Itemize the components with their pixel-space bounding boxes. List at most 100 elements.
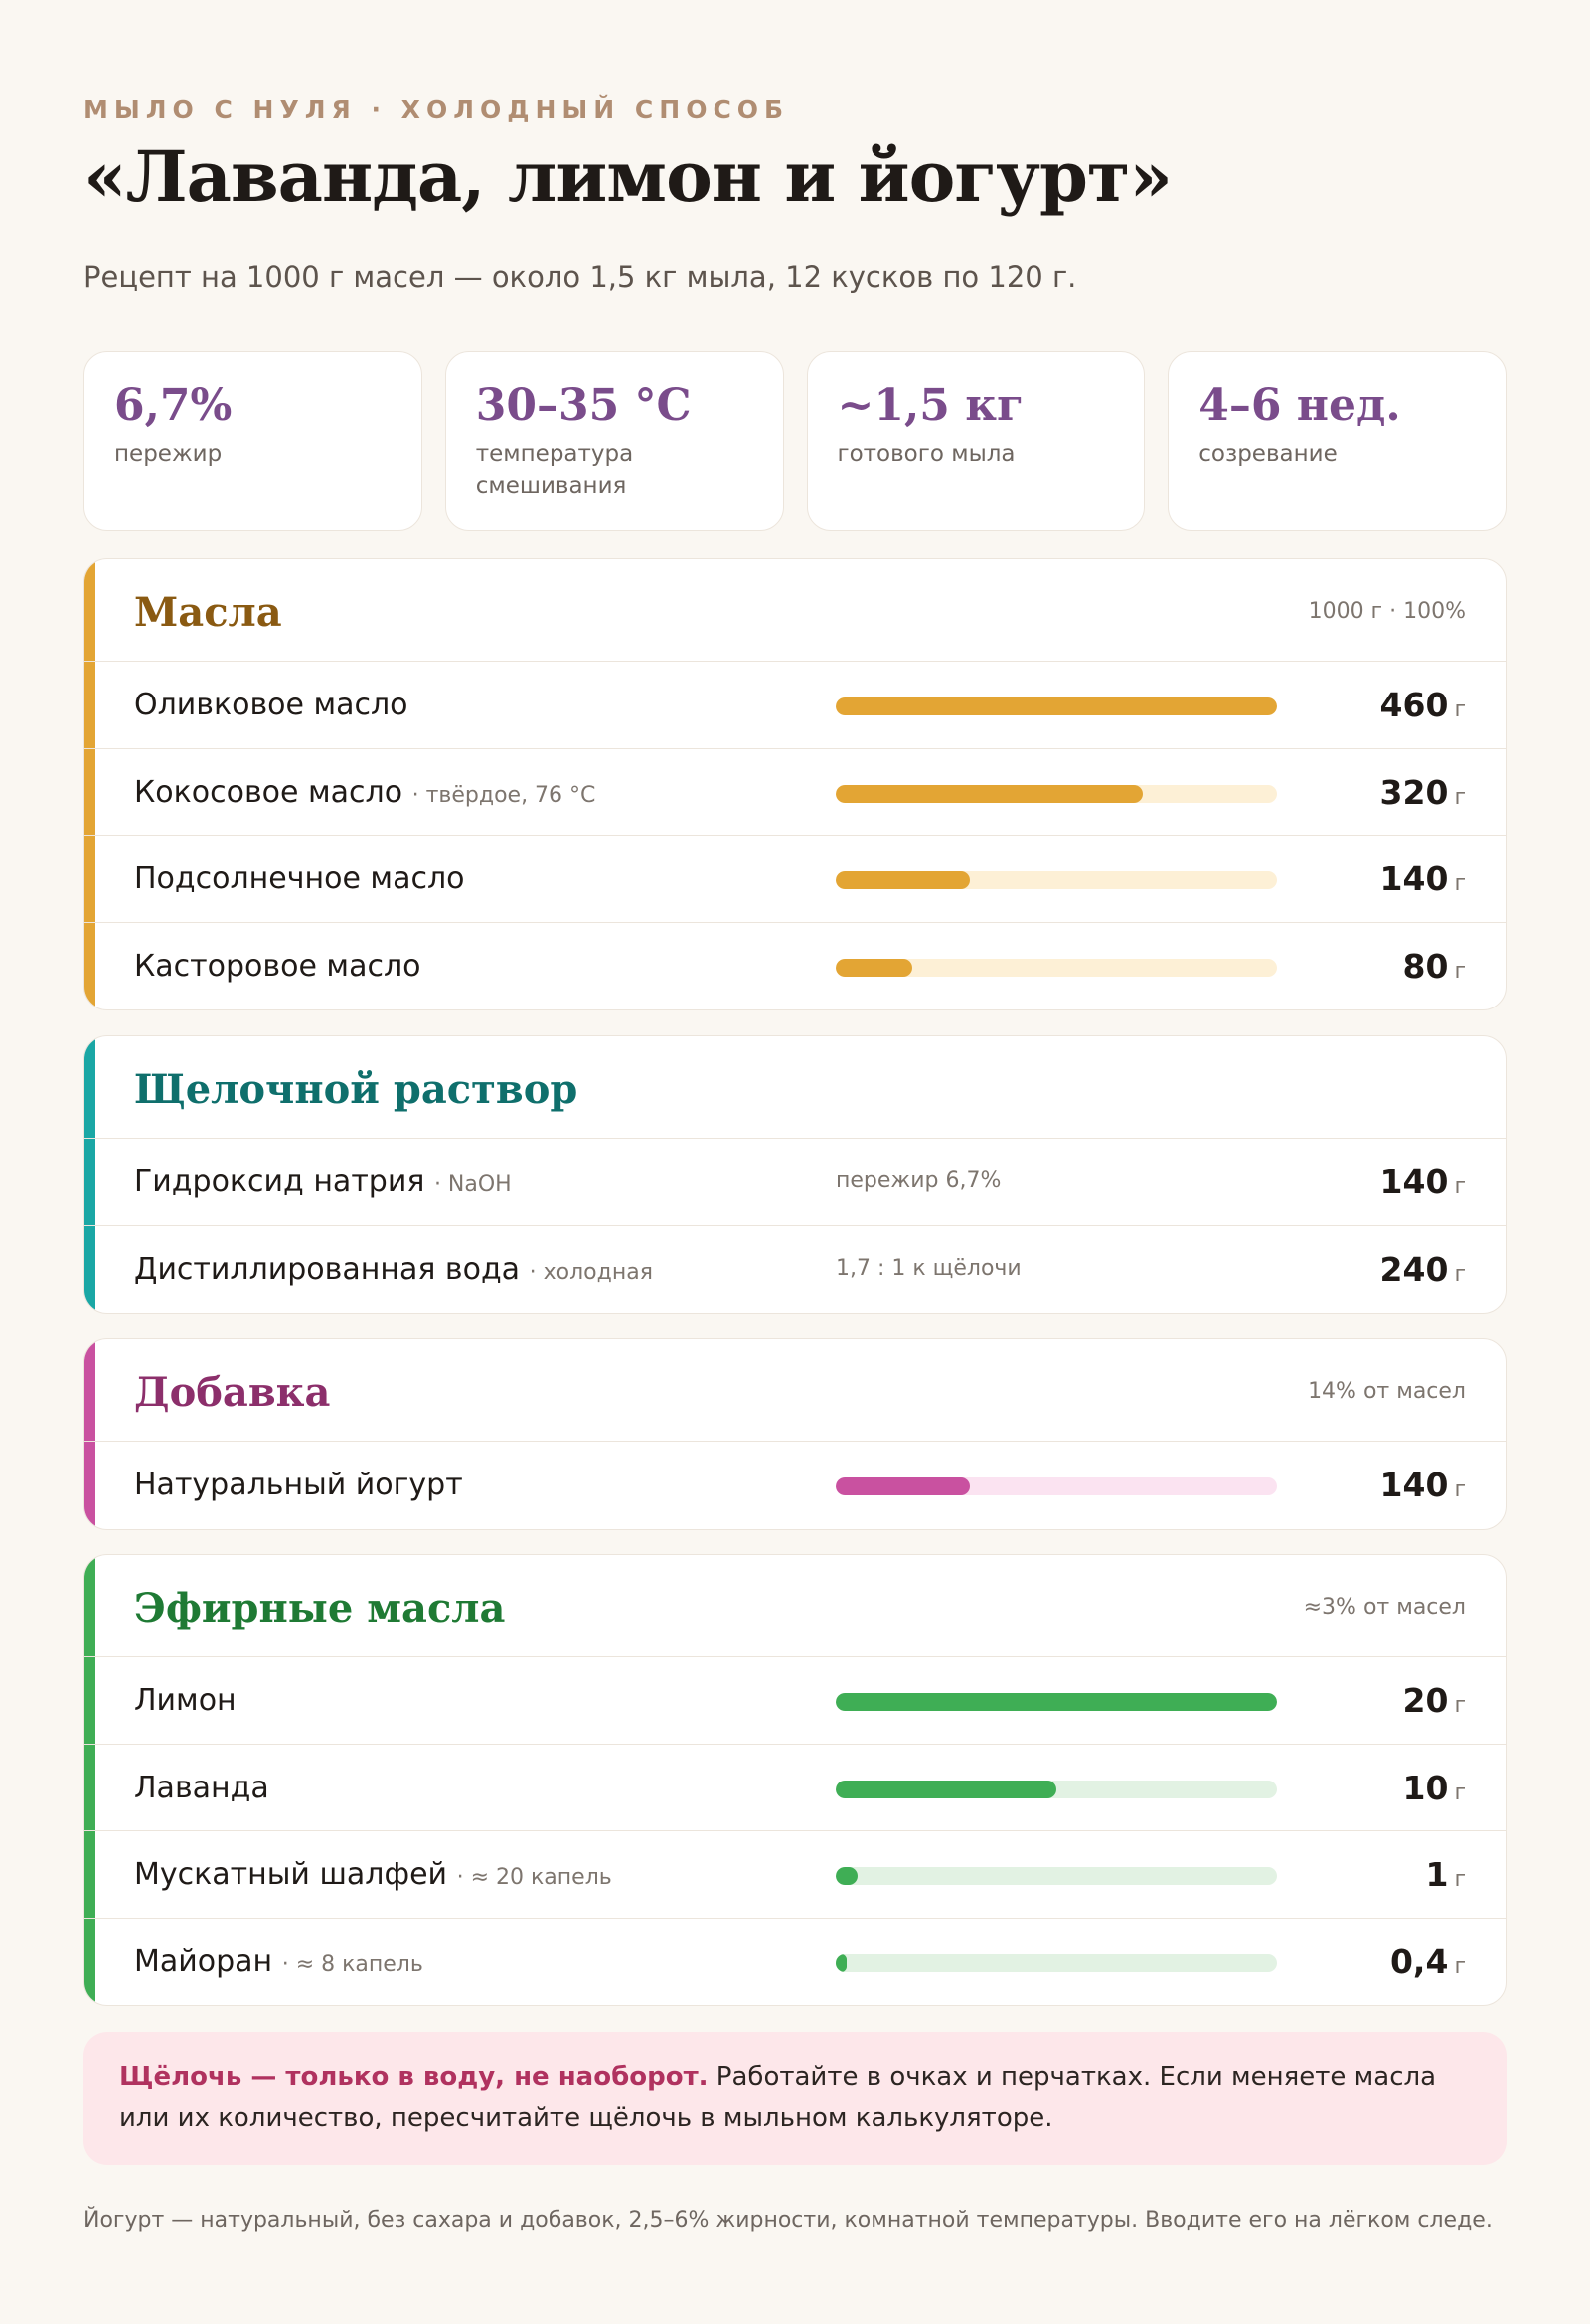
- section-accent-bar: [84, 559, 95, 1009]
- ingredient-row: Лаванда 10 г: [84, 1745, 1506, 1831]
- ingredient-name: Гидроксид натрия · NaOH: [134, 1164, 512, 1199]
- amount-value: 140: [1379, 1162, 1449, 1201]
- stat-label: готового мыла: [837, 440, 1016, 467]
- ingredient-name: Подсолнечное масло: [134, 861, 464, 896]
- stat-label: температура смешивания: [475, 440, 634, 499]
- amount-bar-fill: [836, 1867, 859, 1885]
- stat-card-superfat: 6,7% пережир: [83, 351, 422, 531]
- section-accent-bar: [84, 1036, 95, 1313]
- ingredient-amount: 140 г: [1380, 1466, 1466, 1504]
- amount-value: 140: [1379, 1466, 1449, 1504]
- page-title: «Лаванда, лимон и йогурт»: [83, 135, 1173, 218]
- ingredient-amount: 80 г: [1403, 947, 1467, 986]
- amount-unit: г: [1454, 1780, 1466, 1805]
- amount-bar-fill: [836, 697, 1277, 715]
- amount-bar-track: [836, 1693, 1277, 1711]
- warning-bold: Щёлочь — только в воду, не наоборот.: [119, 2062, 709, 2092]
- amount-bar-fill: [836, 1693, 1277, 1711]
- amount-bar-fill: [836, 958, 913, 977]
- ingredient-label: Гидроксид натрия: [134, 1164, 425, 1199]
- ingredient-note: · твёрдое, 76 °С: [411, 782, 596, 808]
- amount-unit: г: [1454, 1953, 1466, 1979]
- section-additive: Добавка 14% от масел Натуральный йогурт 140…: [83, 1338, 1507, 1530]
- section-meta: ≈3% от масел: [1303, 1595, 1466, 1620]
- amount-value: 140: [1379, 859, 1449, 898]
- ingredient-ratio: 1,7 : 1 к щёлочи: [836, 1255, 1022, 1281]
- amount-value: 0,4: [1389, 1941, 1449, 1981]
- amount-unit: г: [1454, 871, 1466, 896]
- ingredient-label: Мускатный шалфей: [134, 1857, 448, 1892]
- ingredient-name: Касторовое масло: [134, 949, 420, 984]
- amount-bar-track: [836, 1953, 1277, 1972]
- stat-value: 6,7%: [114, 381, 233, 431]
- section-header: Добавка 14% от масел: [84, 1339, 1506, 1442]
- stat-label: созревание: [1198, 440, 1338, 467]
- ingredient-row: Дистиллированная вода · холодная 1,7 : 1 …: [84, 1226, 1506, 1314]
- ingredient-name: Лаванда: [134, 1771, 269, 1805]
- section-title: Эфирные масла: [134, 1585, 506, 1631]
- ingredient-label: Оливковое масло: [134, 688, 408, 722]
- warning-text: Работайте в очках и перчатках. Если меня…: [119, 2062, 1437, 2133]
- section-accent-bar: [84, 1555, 95, 2005]
- ingredient-row: Майоран · ≈ 8 капель 0,4 г: [84, 1919, 1506, 2006]
- amount-value: 460: [1379, 686, 1449, 724]
- amount-unit: г: [1454, 1174, 1466, 1199]
- stat-card-temperature: 30–35 °С температура смешивания: [444, 351, 784, 531]
- amount-value: 20: [1402, 1681, 1449, 1720]
- amount-bar-fill: [836, 1477, 970, 1495]
- ingredient-amount: 20 г: [1403, 1681, 1467, 1720]
- amount-unit: г: [1454, 1867, 1466, 1892]
- amount-bar-track: [836, 784, 1277, 803]
- stat-value: ~1,5 кг: [837, 381, 1024, 431]
- kicker: МЫЛО С НУЛЯ · ХОЛОДНЫЙ СПОСОБ: [83, 95, 790, 124]
- ingredient-name: Майоран · ≈ 8 капель: [134, 1944, 423, 1979]
- section-essential-oils: Эфирные масла ≈3% от масел Лимон 20 г Лаванда…: [83, 1554, 1507, 2006]
- stat-card-curing: 4–6 нед. созревание: [1168, 351, 1507, 531]
- amount-unit: г: [1454, 1261, 1466, 1287]
- stats-row: 6,7% пережир 30–35 °С температура смешив…: [83, 351, 1507, 531]
- ingredient-name: Натуральный йогурт: [134, 1468, 463, 1502]
- amount-bar-track: [836, 1867, 1277, 1885]
- ingredient-row: Мускатный шалфей · ≈ 20 капель 1 г: [84, 1831, 1506, 1919]
- ingredient-amount: 240 г: [1380, 1250, 1466, 1289]
- section-lye: Щелочной раствор Гидроксид натрия · NaOH п…: [83, 1035, 1507, 1314]
- footnote: Йогурт — натуральный, без сахара и добав…: [83, 2208, 1493, 2233]
- ingredient-name: Лимон: [134, 1683, 237, 1718]
- ingredient-label: Дистиллированная вода: [134, 1251, 521, 1287]
- amount-unit: г: [1454, 784, 1466, 810]
- stat-value: 4–6 нед.: [1198, 381, 1401, 431]
- ingredient-amount: 140 г: [1380, 859, 1466, 898]
- amount-bar-track: [836, 958, 1277, 977]
- ingredient-amount: 140 г: [1380, 1162, 1466, 1201]
- amount-bar-track: [836, 697, 1277, 715]
- amount-value: 10: [1402, 1768, 1449, 1807]
- ingredient-amount: 460 г: [1380, 686, 1466, 724]
- amount-unit: г: [1454, 697, 1466, 722]
- stat-label: пережир: [114, 440, 223, 467]
- ingredient-note: · холодная: [529, 1259, 653, 1285]
- amount-unit: г: [1454, 1693, 1466, 1718]
- amount-unit: г: [1454, 958, 1466, 984]
- section-title: Масла: [134, 589, 282, 636]
- ingredient-note: · NaOH: [433, 1172, 512, 1197]
- ingredient-row: Кокосовое масло · твёрдое, 76 °С 320 г: [84, 749, 1506, 836]
- ingredient-name: Кокосовое масло · твёрдое, 76 °С: [134, 775, 595, 810]
- amount-bar-track: [836, 1780, 1277, 1798]
- ingredient-label: Касторовое масло: [134, 948, 421, 984]
- section-header: Масла 1000 г · 100%: [84, 559, 1506, 662]
- ingredient-name: Мускатный шалфей · ≈ 20 капель: [134, 1857, 612, 1892]
- ingredient-row: Гидроксид натрия · NaOH пережир 6,7% 140 г: [84, 1139, 1506, 1226]
- ingredient-label: Подсолнечное масло: [134, 861, 465, 896]
- amount-unit: г: [1454, 1477, 1466, 1502]
- subtitle: Рецепт на 1000 г масел — около 1,5 кг мы…: [83, 260, 1077, 294]
- ingredient-label: Лимон: [134, 1683, 237, 1718]
- section-oils: Масла 1000 г · 100% Оливковое масло 460 г Кок…: [83, 558, 1507, 1010]
- ingredient-row: Лимон 20 г: [84, 1657, 1506, 1745]
- ingredient-amount: 10 г: [1403, 1769, 1467, 1807]
- ingredient-note: · ≈ 20 капель: [456, 1865, 612, 1890]
- ingredient-note: · ≈ 8 капель: [281, 1951, 423, 1977]
- ingredient-row: Натуральный йогурт 140 г: [84, 1442, 1506, 1529]
- amount-bar-fill: [836, 1953, 848, 1972]
- ingredient-label: Лаванда: [134, 1770, 269, 1805]
